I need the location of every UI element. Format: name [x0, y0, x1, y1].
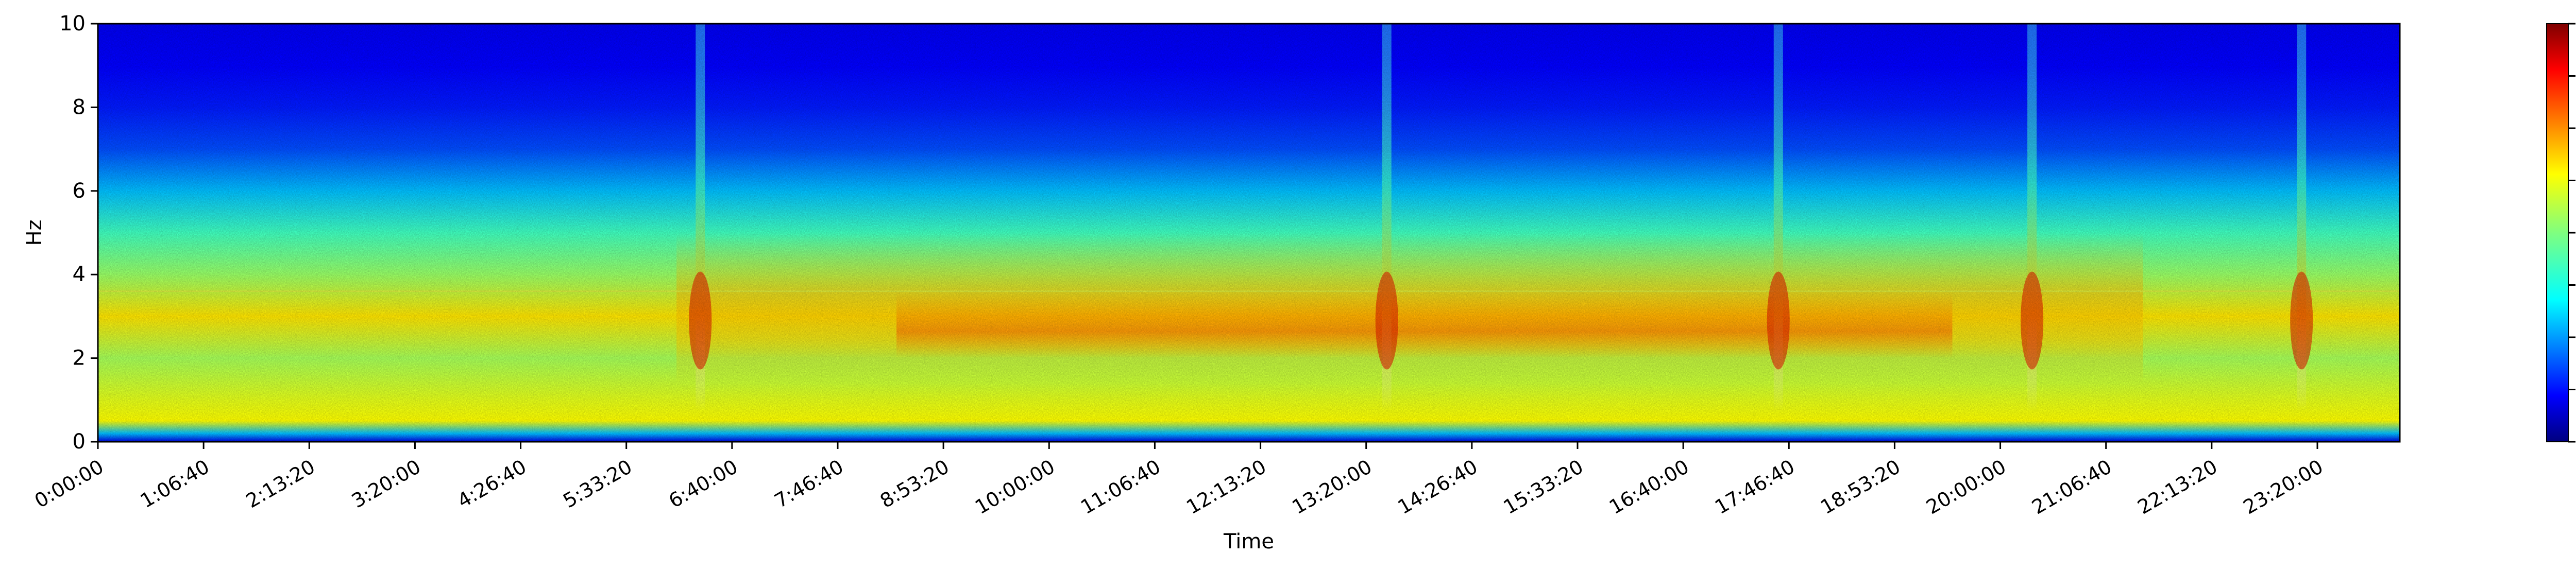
x-tick-label: 7:46:40: [771, 455, 848, 512]
x-tick-label: 5:33:20: [559, 455, 636, 512]
y-tick-label: 8: [73, 95, 86, 119]
x-tick-label: 10:00:00: [971, 455, 1059, 518]
x-tick-label: 21:06:40: [2028, 455, 2115, 518]
x-tick-label: 16:40:00: [1605, 455, 1693, 518]
colorbar: [2547, 24, 2568, 442]
spectrogram-texture: [98, 24, 2400, 442]
x-tick-label: 12:13:20: [1182, 455, 1270, 518]
colorbar-ticks: +0 dB-10 dB-20 dB-30 dB-40 dB-50 dB-60 d…: [2568, 23, 2575, 443]
x-tick-label: 22:13:20: [2134, 455, 2222, 518]
x-tick-label: 2:13:20: [242, 455, 319, 512]
x-tick-label: 17:46:40: [1711, 455, 1799, 518]
x-axis-label: Time: [1223, 530, 1274, 553]
y-tick-label: 4: [73, 263, 86, 286]
y-tick-label: 2: [73, 347, 86, 370]
plot-frame: [97, 23, 2401, 443]
y-axis: 0 2 4 6 8 10: [59, 12, 98, 454]
x-tick-label: 13:20:00: [1288, 455, 1376, 518]
x-axis: 0:00:00 1:06:40 2:13:20 3:20:00 4:26:40 5:33:…: [31, 442, 2327, 518]
spectrogram-image: [98, 24, 2400, 442]
x-tick-label: 15:33:20: [1500, 455, 1587, 518]
x-tick-label: 11:06:40: [1077, 455, 1164, 518]
x-tick-label: 14:26:40: [1394, 455, 1482, 518]
x-tick-label: 23:20:00: [2240, 455, 2327, 518]
y-tick-label: 6: [73, 179, 86, 203]
x-tick-label: 8:53:20: [876, 455, 953, 512]
y-axis-label: Hz: [23, 219, 46, 246]
x-tick-label: 6:40:00: [665, 455, 741, 512]
x-tick-label: 4:26:40: [453, 455, 530, 512]
x-tick-label: 18:53:20: [1817, 455, 1904, 518]
x-tick-label: 3:20:00: [348, 455, 425, 512]
x-tick-label: 0:00:00: [31, 455, 108, 512]
y-tick-label: 10: [59, 12, 86, 36]
y-tick-label: 0: [73, 430, 86, 454]
x-tick-label: 1:06:40: [137, 455, 213, 512]
x-tick-label: 20:00:00: [1922, 455, 2010, 518]
